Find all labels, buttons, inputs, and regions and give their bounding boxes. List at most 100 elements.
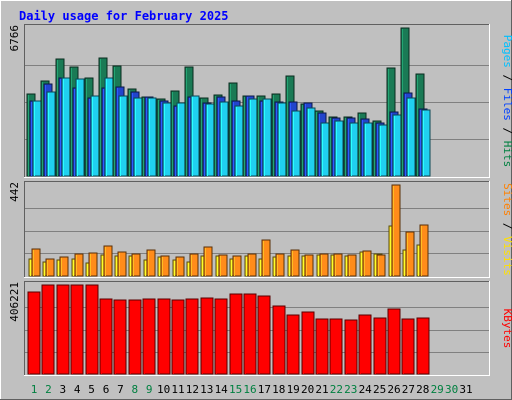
bar-kbytes-day-17 bbox=[257, 295, 271, 375]
bar-fill bbox=[128, 299, 142, 375]
y-max-label: 6766 bbox=[8, 25, 21, 52]
bar-fill bbox=[175, 256, 185, 277]
bar-pages-day-23 bbox=[349, 122, 359, 177]
bar-pages-day-14 bbox=[219, 101, 229, 177]
panel-sites_visits: 442 Sites / Visits bbox=[8, 181, 512, 278]
bar-fill bbox=[131, 253, 141, 277]
legend-label: Pages / Files / Hits bbox=[501, 35, 512, 168]
bar-sites-day-2 bbox=[45, 258, 55, 277]
bar-fill bbox=[99, 298, 113, 375]
bar-sites-day-3 bbox=[59, 256, 69, 277]
bar-fill bbox=[421, 109, 431, 177]
x-tick-label-16: 16 bbox=[243, 383, 256, 396]
bar-fill bbox=[214, 298, 228, 375]
bar-kbytes-day-16 bbox=[243, 293, 257, 375]
y-max-label: 406221 bbox=[8, 282, 21, 322]
bar-kbytes-day-13 bbox=[200, 297, 214, 375]
bar-sites-day-19 bbox=[290, 249, 300, 277]
bar-fill bbox=[185, 298, 199, 375]
bar-kbytes-day-6 bbox=[99, 298, 113, 375]
bar-fill bbox=[27, 291, 41, 375]
bar-fill bbox=[46, 91, 56, 177]
bar-kbytes-day-14 bbox=[214, 298, 228, 375]
x-tick-label-3: 3 bbox=[59, 383, 66, 396]
legend-part-1: / bbox=[501, 216, 512, 236]
bar-fill bbox=[334, 120, 344, 177]
bar-sites-day-18 bbox=[275, 253, 285, 277]
bar-pages-day-9 bbox=[147, 97, 157, 177]
chart-title: Daily usage for February 2025 bbox=[19, 9, 229, 23]
x-tick-label-2: 2 bbox=[45, 383, 52, 396]
bar-sites-day-13 bbox=[203, 246, 213, 277]
bar-pages-day-3 bbox=[61, 77, 71, 177]
bar-sites-day-14 bbox=[218, 254, 228, 277]
bar-fill bbox=[272, 305, 286, 375]
bar-kbytes-day-21 bbox=[315, 318, 329, 375]
bar-fill bbox=[301, 311, 315, 375]
bar-fill bbox=[261, 239, 271, 277]
x-tick-label-22: 22 bbox=[330, 383, 343, 396]
bar-sites-day-27 bbox=[405, 231, 415, 277]
bar-fill bbox=[286, 314, 300, 375]
bar-fill bbox=[362, 250, 372, 277]
bar-fill bbox=[376, 254, 386, 277]
x-tick-label-28: 28 bbox=[416, 383, 429, 396]
bar-fill bbox=[344, 319, 358, 375]
bar-kbytes-day-25 bbox=[373, 317, 387, 375]
bar-fill bbox=[85, 284, 99, 375]
bar-fill bbox=[118, 95, 128, 177]
legend-part-2: Visits bbox=[501, 236, 512, 276]
x-tick-label-10: 10 bbox=[157, 383, 170, 396]
x-tick-label-12: 12 bbox=[186, 383, 199, 396]
bar-pages-day-11 bbox=[176, 102, 186, 177]
bar-sites-day-25 bbox=[376, 254, 386, 277]
panel-pages_files_hits: 6766 Pages / Files / Hits bbox=[8, 24, 512, 178]
x-tick-label-15: 15 bbox=[229, 383, 242, 396]
bar-kbytes-day-4 bbox=[70, 284, 84, 375]
bar-fill bbox=[117, 251, 127, 277]
x-tick-label-13: 13 bbox=[200, 383, 213, 396]
bar-kbytes-day-5 bbox=[85, 284, 99, 375]
x-tick-label-4: 4 bbox=[74, 383, 81, 396]
bar-kbytes-day-11 bbox=[171, 299, 185, 375]
bar-kbytes-day-15 bbox=[229, 293, 243, 375]
bar-fill bbox=[247, 253, 257, 277]
x-tick-label-14: 14 bbox=[215, 383, 229, 396]
bar-pages-day-24 bbox=[363, 122, 373, 177]
bar-pages-day-16 bbox=[248, 98, 258, 177]
bar-sites-day-20 bbox=[304, 254, 314, 277]
chart-panels: 6766 Pages / Files / Hits 442 Sites / Visit… bbox=[8, 24, 512, 376]
bar-pages-day-4 bbox=[75, 78, 85, 177]
bar-sites-day-10 bbox=[160, 255, 170, 277]
bar-kbytes-day-22 bbox=[329, 318, 343, 375]
legend-label: Sites / Visits bbox=[501, 183, 512, 276]
bar-fill bbox=[56, 284, 70, 375]
bar-fill bbox=[146, 249, 156, 277]
x-tick-label-20: 20 bbox=[301, 383, 314, 396]
bar-sites-day-7 bbox=[117, 251, 127, 277]
bar-sites-day-11 bbox=[175, 256, 185, 277]
x-tick-label-27: 27 bbox=[402, 383, 415, 396]
x-tick-label-25: 25 bbox=[373, 383, 386, 396]
bar-fill bbox=[200, 297, 214, 375]
x-tick-label-7: 7 bbox=[117, 383, 124, 396]
x-tick-label-5: 5 bbox=[88, 383, 95, 396]
bar-fill bbox=[219, 101, 229, 177]
x-tick-label-6: 6 bbox=[103, 383, 110, 396]
bar-kbytes-day-26 bbox=[387, 308, 401, 375]
bar-fill bbox=[157, 298, 171, 375]
bar-fill bbox=[103, 245, 113, 277]
bar-fill bbox=[329, 318, 343, 375]
bar-sites-day-26 bbox=[391, 184, 401, 277]
legend-part-0: KBytes bbox=[501, 309, 512, 349]
bar-fill bbox=[401, 318, 415, 375]
bar-pages-day-17 bbox=[262, 98, 272, 177]
bar-sites-day-1 bbox=[31, 248, 41, 277]
bar-sites-day-16 bbox=[247, 253, 257, 277]
bar-kbytes-day-28 bbox=[416, 317, 430, 375]
panel-kbytes: 406221 KBytes bbox=[8, 281, 512, 376]
bar-pages-day-19 bbox=[291, 110, 301, 177]
bar-fill bbox=[315, 318, 329, 375]
bar-pages-day-27 bbox=[406, 97, 416, 177]
